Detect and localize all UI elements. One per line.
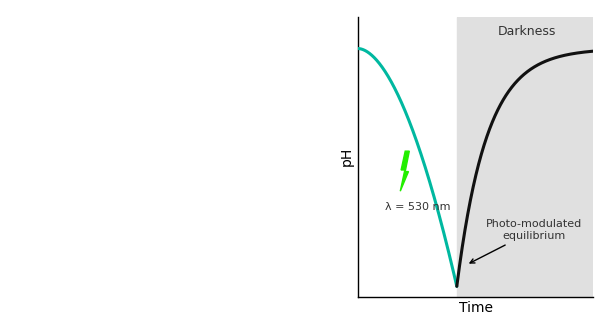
Text: λ = 530 nm: λ = 530 nm	[385, 202, 451, 212]
Y-axis label: pH: pH	[340, 147, 354, 166]
Text: Darkness: Darkness	[498, 25, 556, 38]
Text: Photo-modulated
equilibrium: Photo-modulated equilibrium	[470, 219, 582, 263]
X-axis label: Time: Time	[459, 301, 492, 315]
Bar	[457, 16, 593, 297]
Polygon shape	[400, 151, 409, 191]
